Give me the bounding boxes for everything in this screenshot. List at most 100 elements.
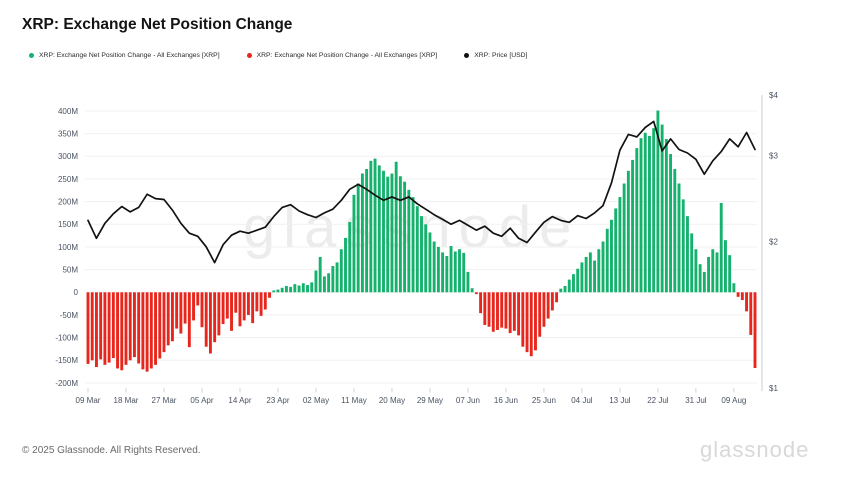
bar[interactable] [652, 128, 656, 293]
bar[interactable] [301, 283, 305, 293]
bar[interactable] [331, 266, 335, 293]
bar[interactable] [196, 292, 200, 306]
bar[interactable] [605, 228, 609, 293]
bar[interactable] [521, 292, 525, 347]
bar[interactable] [487, 292, 491, 327]
bar[interactable] [128, 292, 132, 361]
bar[interactable] [512, 292, 516, 331]
bar[interactable] [162, 292, 166, 353]
bar[interactable] [373, 158, 377, 293]
bar[interactable] [656, 110, 660, 293]
bar[interactable] [580, 262, 584, 293]
bar[interactable] [686, 216, 689, 293]
bar[interactable] [259, 292, 263, 316]
bar[interactable] [673, 168, 677, 293]
bar[interactable] [310, 282, 314, 293]
bar[interactable] [137, 292, 141, 364]
bar[interactable] [462, 252, 466, 293]
bar[interactable] [593, 260, 597, 293]
bar[interactable] [322, 276, 326, 293]
legend-item-price[interactable]: XRP: Price [USD] [464, 52, 527, 59]
bar[interactable] [635, 148, 639, 293]
bar[interactable] [458, 249, 461, 293]
bar[interactable] [263, 292, 267, 310]
bar[interactable] [327, 273, 331, 293]
bar[interactable] [403, 181, 407, 293]
legend-item-net-position-positive[interactable]: XRP: Exchange Net Position Change - All … [29, 52, 220, 59]
bar[interactable] [420, 216, 423, 293]
bar[interactable] [711, 249, 715, 293]
bar[interactable] [753, 292, 757, 369]
bar[interactable] [466, 271, 470, 293]
bar[interactable] [550, 292, 554, 311]
bar[interactable] [103, 292, 107, 365]
bar[interactable] [217, 292, 221, 336]
bar[interactable] [724, 240, 727, 293]
bar[interactable] [348, 222, 352, 293]
bar[interactable] [390, 173, 394, 293]
bar[interactable] [749, 292, 753, 335]
bar[interactable] [141, 292, 145, 370]
bar[interactable] [631, 159, 635, 293]
bar[interactable] [449, 246, 453, 293]
bar[interactable] [411, 197, 415, 293]
bar[interactable] [681, 199, 685, 293]
bar[interactable] [567, 279, 571, 293]
bar[interactable] [614, 208, 618, 293]
bar[interactable] [415, 206, 419, 293]
bar[interactable] [436, 246, 440, 293]
bar[interactable] [597, 249, 601, 293]
bar[interactable] [398, 176, 402, 293]
bar[interactable] [289, 286, 293, 293]
bar[interactable] [90, 292, 94, 361]
bar[interactable] [242, 292, 246, 321]
bar[interactable] [576, 268, 580, 293]
bar[interactable] [132, 292, 136, 358]
bar[interactable] [694, 249, 698, 293]
bar[interactable] [369, 160, 373, 293]
bar[interactable] [639, 138, 643, 293]
bar[interactable] [251, 292, 255, 324]
bar[interactable] [719, 202, 723, 293]
bar[interactable] [339, 249, 343, 293]
bar[interactable] [538, 292, 542, 337]
bar[interactable] [500, 292, 504, 328]
bar[interactable] [200, 292, 204, 328]
bar[interactable] [314, 270, 318, 293]
bar[interactable] [698, 264, 702, 293]
bar[interactable] [740, 292, 744, 301]
bar[interactable] [610, 219, 613, 293]
bar[interactable] [517, 292, 521, 336]
bar[interactable] [293, 284, 297, 293]
bar[interactable] [86, 292, 90, 364]
bar[interactable] [280, 287, 284, 293]
bar[interactable] [192, 292, 195, 321]
bar[interactable] [428, 232, 432, 293]
bar[interactable] [563, 285, 567, 293]
bar[interactable] [643, 132, 647, 293]
bar[interactable] [626, 170, 630, 293]
bar[interactable] [382, 170, 385, 293]
bar[interactable] [559, 288, 563, 293]
bar[interactable] [424, 224, 428, 293]
bar[interactable] [170, 292, 174, 342]
bar[interactable] [669, 154, 673, 293]
bar[interactable] [432, 241, 436, 293]
bar[interactable] [677, 183, 681, 293]
bar[interactable] [204, 292, 208, 347]
bar[interactable] [542, 292, 546, 327]
bar[interactable] [529, 292, 533, 357]
bar[interactable] [745, 292, 749, 312]
bar[interactable] [124, 292, 128, 365]
bar[interactable] [365, 168, 369, 293]
bar[interactable] [344, 237, 347, 293]
bar[interactable] [318, 256, 322, 293]
bar[interactable] [238, 292, 242, 327]
bar[interactable] [99, 292, 103, 360]
bar[interactable] [107, 292, 111, 363]
bar[interactable] [715, 252, 719, 293]
bar[interactable] [352, 194, 356, 293]
bar[interactable] [690, 233, 694, 293]
bar[interactable] [208, 292, 212, 354]
